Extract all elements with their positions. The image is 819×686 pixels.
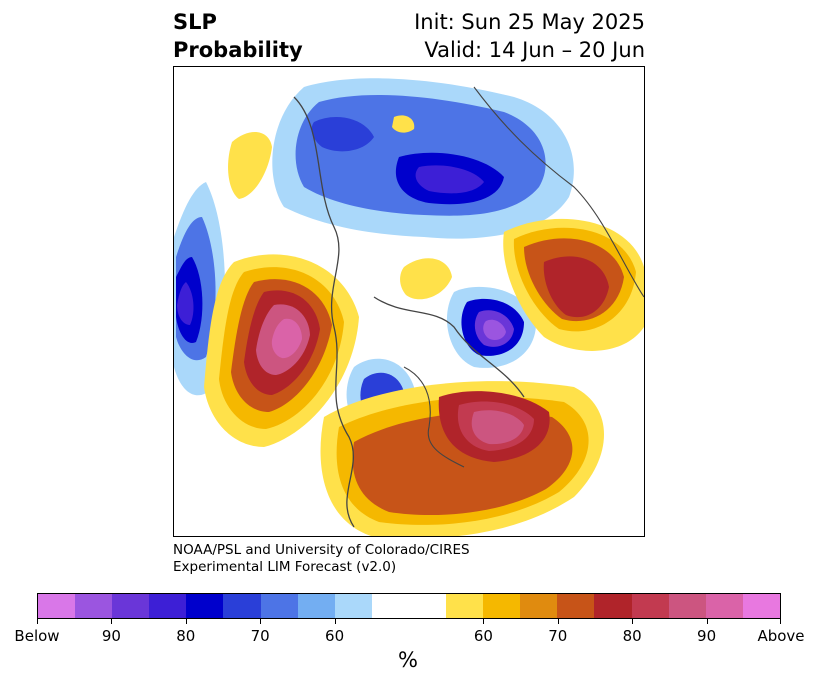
colorbar-swatch: [149, 594, 187, 618]
colorbar-swatch: [75, 594, 113, 618]
colorbar-tick-label: Below: [14, 627, 60, 645]
colorbar-tickmark: [111, 619, 113, 624]
probability-field: [174, 78, 644, 536]
forecast-dates: Init: Sun 25 May 2025 Valid: 14 Jun – 20…: [330, 8, 645, 64]
colorbar-tick-label: 80: [176, 627, 196, 645]
colorbar-tick-label: 70: [548, 627, 568, 645]
colorbar-tick-label: 90: [697, 627, 717, 645]
title-line-1: SLP: [173, 10, 217, 34]
colorbar-tick-label: Above: [757, 627, 805, 645]
colorbar-swatch: [557, 594, 595, 618]
title-line-2: Probability: [173, 38, 303, 62]
colorbar-swatch: [705, 594, 743, 618]
colorbar-swatch: [742, 594, 780, 618]
colorbar-tick-label: 60: [473, 627, 493, 645]
colorbar-tickmark: [260, 619, 262, 624]
colorbar-tickmark: [37, 619, 38, 624]
colorbar-swatch: [483, 594, 521, 618]
colorbar-swatch: [631, 594, 669, 618]
colorbar-unit: %: [398, 648, 418, 672]
colorbar-tick-label: 70: [250, 627, 270, 645]
colorbar-swatch: [186, 594, 224, 618]
colorbar-tick-label: 60: [325, 627, 345, 645]
colorbar-swatch: [668, 594, 706, 618]
colorbar-tick-label: 80: [622, 627, 642, 645]
credit-line-1: NOAA/PSL and University of Colorado/CIRE…: [173, 542, 470, 558]
colorbar-swatch: [38, 594, 76, 618]
credit-line-2: Experimental LIM Forecast (v2.0): [173, 559, 397, 575]
colorbar-swatch: [520, 594, 558, 618]
colorbar-tickmark: [632, 619, 634, 624]
colorbar-tickmark: [483, 619, 485, 624]
colorbar-tick-label: 90: [101, 627, 121, 645]
colorbar-swatch: [594, 594, 632, 618]
polar-projection-map: [173, 66, 645, 537]
map-title: SLP Probability: [173, 8, 303, 64]
colorbar-swatch: [371, 594, 409, 618]
credit-text: NOAA/PSL and University of Colorado/CIRE…: [173, 542, 470, 576]
init-date: Init: Sun 25 May 2025: [414, 10, 645, 34]
colorbar-swatch: [446, 594, 484, 618]
valid-range: Valid: 14 Jun – 20 Jun: [424, 38, 645, 62]
colorbar-swatch: [112, 594, 150, 618]
colorbar-tickmark: [185, 619, 187, 624]
colorbar-tickmark: [780, 619, 781, 624]
colorbar-tickmark: [557, 619, 559, 624]
colorbar-tickmark: [706, 619, 708, 624]
colorbar-swatch: [297, 594, 335, 618]
colorbar-swatch: [260, 594, 298, 618]
colorbar-swatch: [334, 594, 372, 618]
colorbar-tickmark: [334, 619, 336, 624]
colorbar-swatch: [223, 594, 261, 618]
colorbar: [37, 593, 781, 619]
colorbar-swatch: [408, 594, 447, 618]
